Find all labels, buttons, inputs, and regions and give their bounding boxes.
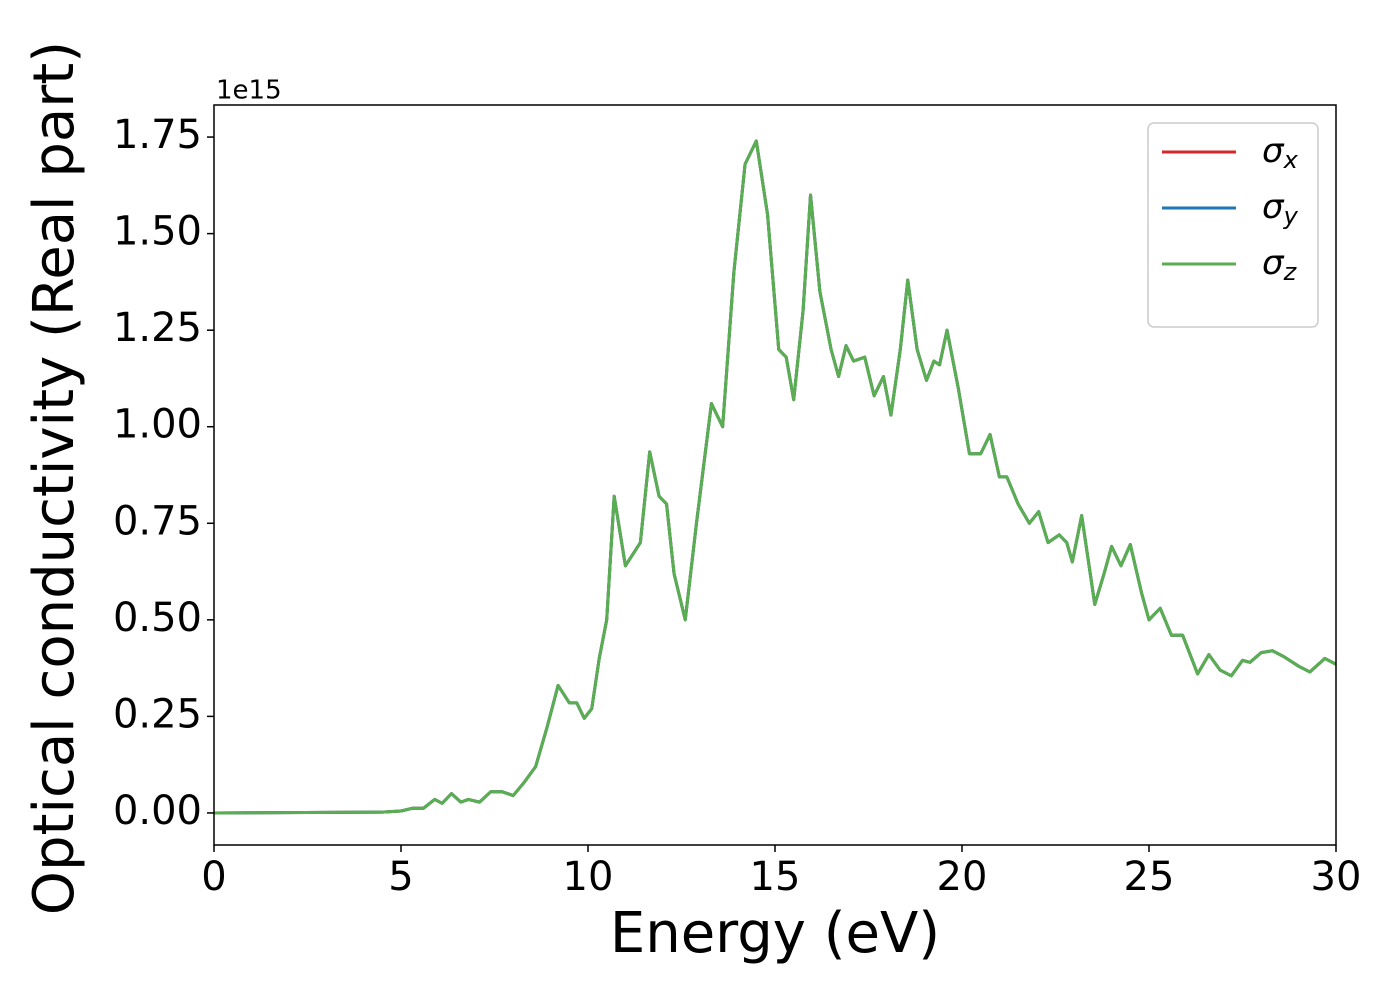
y-tick-label: 1.00: [113, 402, 202, 448]
legend-label: σx: [1262, 131, 1299, 175]
y-tick-label: 0.50: [113, 595, 202, 641]
x-tick-label: 15: [750, 854, 801, 900]
y-tick-label: 1.50: [113, 209, 202, 255]
y-axis-label: Optical conductivity (Real part): [22, 41, 87, 915]
legend-label: σy: [1262, 187, 1299, 231]
plot-frame: [213, 104, 1337, 846]
legend-label: σz: [1262, 243, 1298, 287]
y-tick-label: 1.25: [113, 305, 202, 351]
y-tick-label: 0.75: [113, 498, 202, 544]
plot-area: [214, 139, 1336, 815]
x-tick-label: 10: [563, 854, 614, 900]
y-tick-label: 0.00: [113, 788, 202, 834]
legend-box: [1147, 122, 1319, 328]
x-tick-label: 25: [1124, 854, 1175, 900]
y-tick-label: 1.75: [113, 112, 202, 158]
x-tick-label: 0: [201, 854, 226, 900]
x-tick-label: 20: [937, 854, 988, 900]
x-tick-label: 5: [388, 854, 413, 900]
offset-label: 1e15: [216, 76, 282, 106]
x-tick-label: 30: [1311, 854, 1362, 900]
series-line: [214, 139, 1336, 815]
x-axis-label: Energy (eV): [610, 901, 940, 966]
y-tick-label: 0.25: [113, 691, 202, 737]
